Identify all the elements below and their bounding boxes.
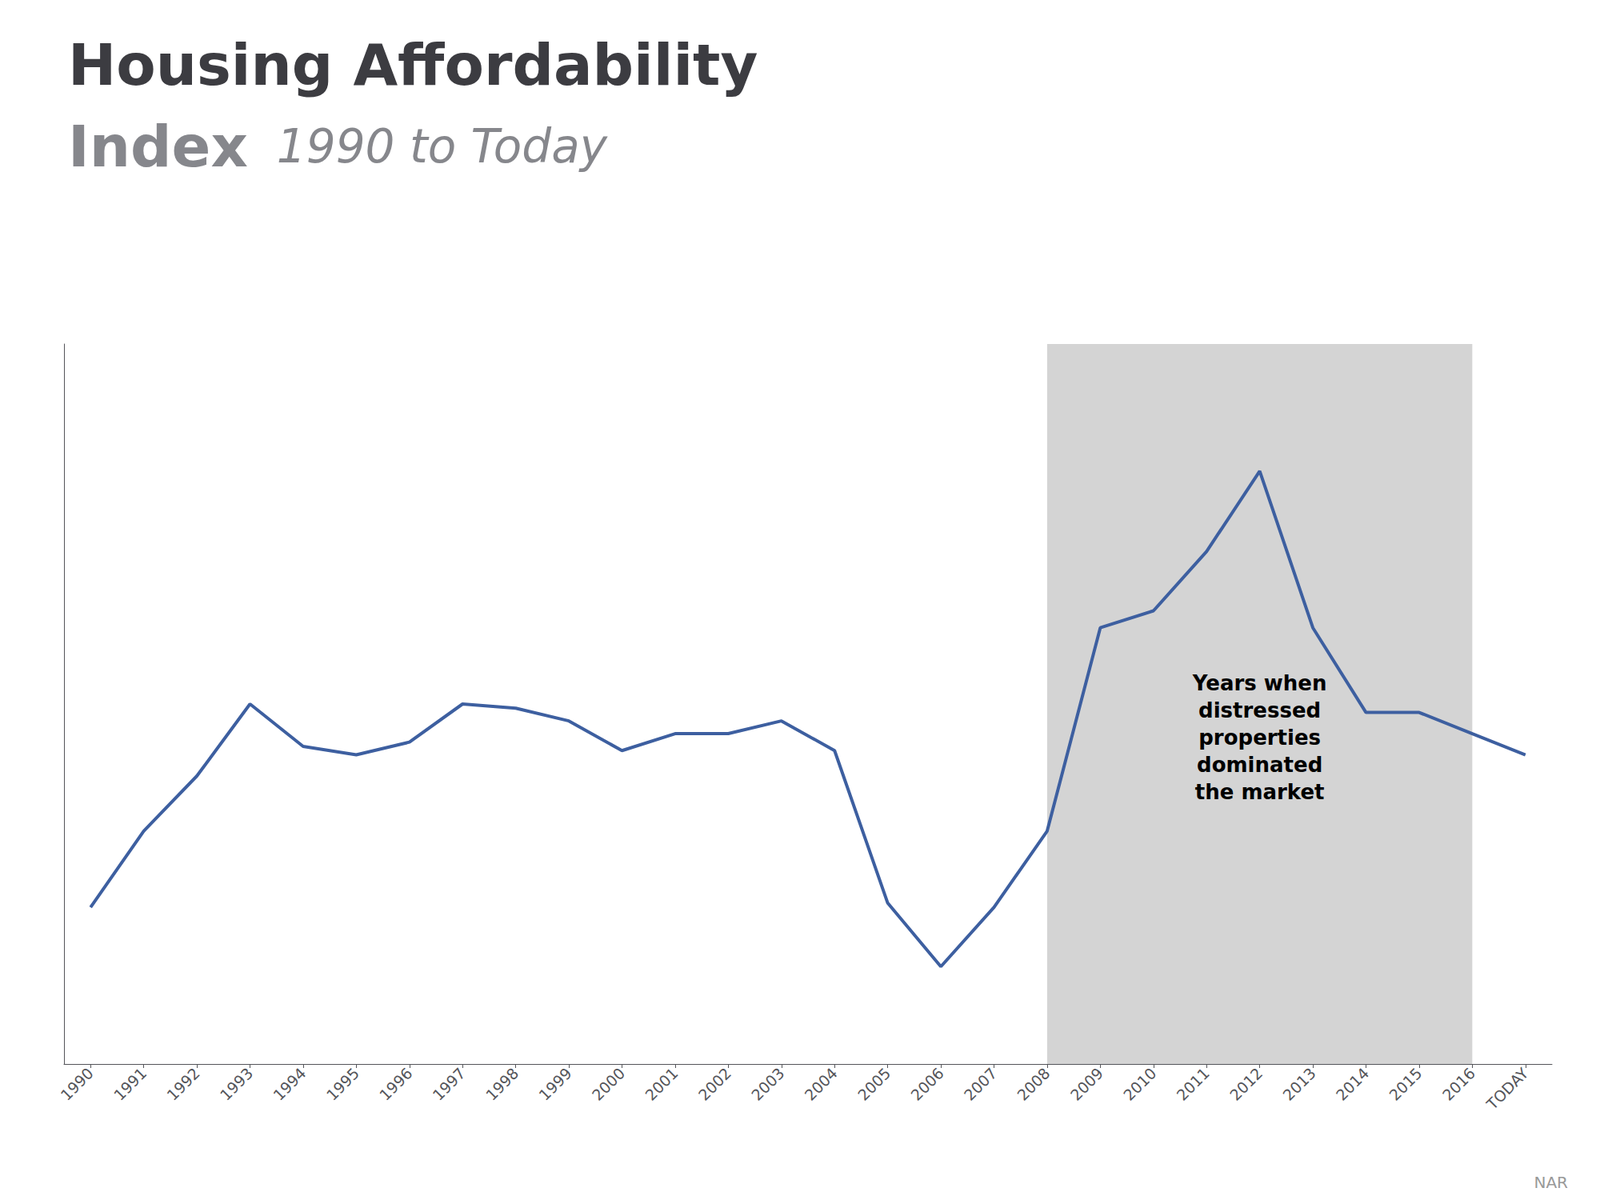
svg-text:1998: 1998	[482, 1064, 523, 1104]
svg-text:2002: 2002	[694, 1064, 735, 1104]
svg-text:distressed: distressed	[1198, 698, 1321, 723]
svg-text:2016: 2016	[1438, 1064, 1479, 1104]
svg-text:2011: 2011	[1172, 1064, 1213, 1104]
svg-text:Years when: Years when	[1192, 671, 1328, 696]
svg-text:1997: 1997	[428, 1064, 469, 1104]
svg-text:dominated: dominated	[1196, 752, 1323, 777]
svg-text:2009: 2009	[1066, 1064, 1107, 1104]
svg-text:2001: 2001	[641, 1064, 682, 1104]
svg-text:2008: 2008	[1013, 1064, 1054, 1104]
svg-text:1990: 1990	[56, 1064, 97, 1104]
svg-text:1994: 1994	[269, 1064, 310, 1104]
svg-text:Housing Affordability: Housing Affordability	[68, 31, 758, 99]
svg-text:1990 to Today: 1990 to Today	[276, 119, 608, 174]
svg-text:2014: 2014	[1332, 1064, 1373, 1104]
svg-text:NAR: NAR	[1533, 1172, 1568, 1192]
svg-text:2000: 2000	[588, 1064, 629, 1104]
svg-text:1999: 1999	[535, 1064, 576, 1104]
svg-text:TODAY: TODAY	[1482, 1064, 1532, 1114]
svg-text:2015: 2015	[1385, 1064, 1426, 1104]
svg-text:1995: 1995	[322, 1064, 363, 1104]
svg-text:1992: 1992	[163, 1064, 204, 1104]
svg-text:2010: 2010	[1120, 1064, 1160, 1104]
svg-text:2012: 2012	[1226, 1064, 1267, 1104]
svg-text:2006: 2006	[907, 1064, 948, 1104]
svg-text:1991: 1991	[110, 1064, 151, 1104]
svg-text:Index: Index	[68, 112, 248, 180]
svg-text:2004: 2004	[800, 1064, 841, 1104]
svg-text:2005: 2005	[854, 1064, 895, 1104]
svg-text:properties: properties	[1198, 725, 1321, 750]
svg-text:the market: the market	[1195, 780, 1325, 804]
svg-text:2013: 2013	[1279, 1064, 1320, 1104]
svg-text:2007: 2007	[960, 1064, 1001, 1104]
svg-text:1996: 1996	[376, 1064, 416, 1104]
svg-text:2003: 2003	[748, 1064, 788, 1104]
svg-text:1993: 1993	[216, 1064, 257, 1104]
